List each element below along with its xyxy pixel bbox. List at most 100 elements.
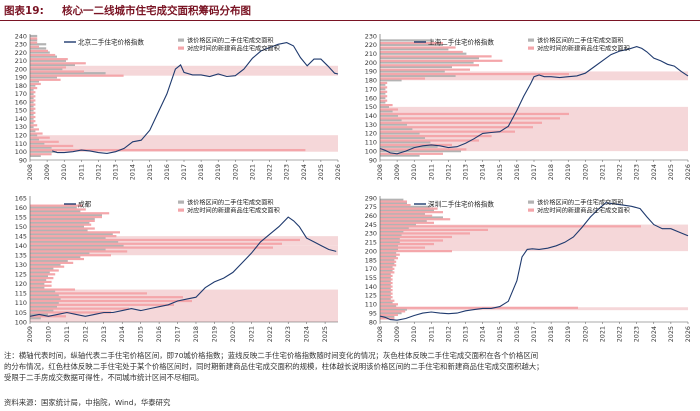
bar-newhome-area <box>30 115 36 119</box>
x-tick-label: 2012 <box>81 326 89 342</box>
bar-newhome-area <box>30 49 48 52</box>
x-tick-label: 2021 <box>598 164 606 180</box>
bar-newhome-area <box>380 253 400 256</box>
bar-secondhand-area <box>380 276 391 279</box>
bar-secondhand-area <box>380 39 434 42</box>
x-tick-label: 2017 <box>174 326 182 342</box>
bar-newhome-area <box>30 153 52 156</box>
bar-secondhand-area <box>380 145 438 148</box>
bar-newhome-area <box>380 278 393 281</box>
bar-secondhand-area <box>30 278 47 282</box>
x-tick-label: 2011 <box>427 326 435 342</box>
y-tick-label: 180 <box>365 77 377 85</box>
bar-newhome-area <box>30 265 65 268</box>
bar-newhome-area <box>30 41 38 44</box>
y-tick-label: 90 <box>369 156 377 164</box>
y-tick-label: 110 <box>15 140 27 148</box>
bar-secondhand-area <box>380 216 443 219</box>
x-tick-label: 2011 <box>77 164 85 180</box>
bar-secondhand-area <box>380 301 393 304</box>
price-index-line <box>52 42 339 154</box>
y-tick-label: 100 <box>15 318 27 326</box>
x-tick-label: 2022 <box>616 326 624 342</box>
x-tick-label: 2009 <box>43 164 51 180</box>
x-tick-label: 2022 <box>616 164 624 180</box>
x-tick-label: 2008 <box>376 164 384 180</box>
bar-secondhand-area <box>30 256 81 259</box>
note-line: 的分布情况，红色柱体反映二手住宅处于某个价格区间时，同时期新建商品住宅成交面积的… <box>4 362 544 371</box>
bar-secondhand-area <box>380 308 407 311</box>
y-tick-label: 140 <box>15 115 27 123</box>
y-tick-label: 260 <box>365 212 377 220</box>
x-tick-label: 2020 <box>581 326 589 342</box>
y-tick-label: 155 <box>365 274 377 282</box>
bar-newhome-area <box>30 78 61 81</box>
bar-newhome-area <box>380 95 388 98</box>
bar-secondhand-area <box>380 251 397 255</box>
bar-secondhand-area <box>30 301 59 305</box>
bar-newhome-area <box>380 207 438 210</box>
x-tick-label: 2019 <box>210 326 218 342</box>
bar-secondhand-area <box>380 237 400 240</box>
bar-newhome-area <box>30 246 273 249</box>
figure-source: 资料来源：国家统计局，中指院，Wind，华泰研究 <box>4 398 171 407</box>
bar-secondhand-area <box>30 263 61 266</box>
y-tick-label: 160 <box>15 98 27 106</box>
bar-secondhand-area <box>380 209 434 212</box>
x-tick-label: 2010 <box>44 326 52 342</box>
x-tick-label: 2014 <box>118 326 126 342</box>
bar-secondhand-area <box>380 141 431 144</box>
bar-secondhand-area <box>380 110 393 113</box>
chart-panel-chengdu: 100 105 110 115 120 125 130 135 140 145 150 155 160 1… <box>0 186 345 346</box>
highlight-band <box>30 65 338 70</box>
bar-newhome-area <box>30 45 39 48</box>
bar-newhome-area <box>30 273 56 276</box>
legend-red-label: 对应时间的新建商品住宅成交面积 <box>187 207 280 215</box>
bar-newhome-area <box>380 264 397 267</box>
x-tick-label: 2016 <box>513 164 521 180</box>
x-tick-label: 2010 <box>60 164 68 180</box>
bar-newhome-area <box>30 292 147 295</box>
bar-secondhand-area <box>30 240 119 243</box>
x-tick-label: 2017 <box>180 164 188 180</box>
legend-red-swatch <box>528 208 534 212</box>
x-tick-label: 2026 <box>684 326 692 342</box>
bar-secondhand-area <box>30 63 75 67</box>
y-tick-label: 110 <box>365 301 377 309</box>
legend-gray-label: 该价格区间的二手住宅成交面积 <box>537 37 624 45</box>
bar-newhome-area <box>30 74 124 77</box>
bar-secondhand-area <box>30 233 113 236</box>
bar-secondhand-area <box>30 142 45 145</box>
bar-newhome-area <box>30 91 36 94</box>
x-tick-label: 2021 <box>598 326 606 342</box>
bar-newhome-area <box>30 148 306 152</box>
bar-secondhand-area <box>30 150 57 153</box>
y-tick-label: 230 <box>365 230 377 238</box>
bar-newhome-area <box>380 281 393 285</box>
highlight-band <box>30 135 338 152</box>
y-tick-label: 150 <box>365 103 377 111</box>
bar-newhome-area <box>30 58 68 61</box>
x-tick-label: 2011 <box>63 326 71 342</box>
x-tick-label: 2016 <box>163 164 171 180</box>
bar-newhome-area <box>30 215 102 219</box>
x-tick-label: 2018 <box>192 326 200 342</box>
x-tick-label: 2015 <box>496 164 504 180</box>
x-tick-label: 2014 <box>479 326 487 342</box>
y-tick-label: 190 <box>365 68 377 76</box>
bar-secondhand-area <box>380 123 407 126</box>
bar-secondhand-area <box>380 230 404 233</box>
bar-secondhand-area <box>380 283 391 286</box>
bar-newhome-area <box>30 257 84 261</box>
bar-newhome-area <box>30 235 117 238</box>
bar-secondhand-area <box>380 105 389 108</box>
bar-secondhand-area <box>380 287 391 290</box>
bar-secondhand-area <box>30 76 57 79</box>
price-index-line <box>379 46 689 155</box>
y-tick-label: 170 <box>15 90 27 98</box>
bar-secondhand-area <box>30 125 34 129</box>
bar-secondhand-area <box>30 267 54 270</box>
legend-gray-swatch <box>528 200 534 204</box>
highlight-band <box>30 245 338 256</box>
bar-newhome-area <box>30 70 84 73</box>
